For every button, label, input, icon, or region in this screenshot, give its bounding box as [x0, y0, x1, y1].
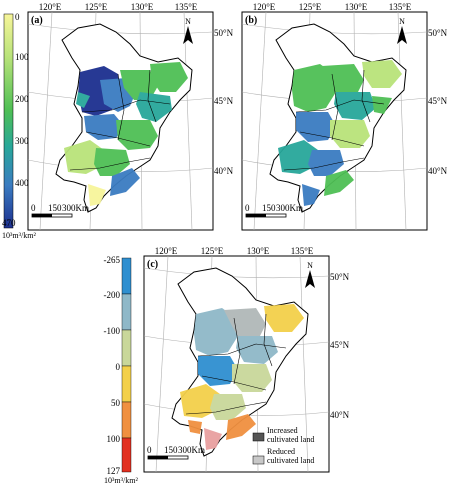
- svg-text:125°E: 125°E: [299, 2, 322, 12]
- svg-text:470: 470: [2, 218, 16, 228]
- svg-text:135°E: 135°E: [291, 246, 314, 256]
- svg-text:300Km: 300Km: [276, 203, 303, 213]
- legend-unit-a: 10³m³/km²: [2, 231, 36, 240]
- svg-text:Increased: Increased: [267, 426, 298, 435]
- boundaries-a: [69, 69, 171, 171]
- legend-ticks-c: -265 -200 -100 0 50 100 127: [104, 255, 121, 476]
- north-arrow-a: N: [183, 17, 193, 44]
- map-panel-b: N 0 150 300Km (b) 120°E 125°E 130°E 135°…: [236, 0, 474, 240]
- scale-bar-b: 0 150 300Km: [245, 203, 303, 218]
- svg-text:N: N: [185, 17, 191, 26]
- svg-text:127: 127: [107, 466, 121, 476]
- lon-tick-labels-c: 120°E 125°E 130°E 135°E: [155, 246, 314, 256]
- svg-text:50°N: 50°N: [214, 28, 234, 38]
- svg-text:100: 100: [107, 434, 121, 444]
- svg-text:N: N: [307, 261, 313, 270]
- north-arrow-c: N: [305, 261, 315, 288]
- svg-text:0: 0: [116, 362, 121, 372]
- svg-text:120°E: 120°E: [253, 2, 276, 12]
- scale-bar-a: 0 150 300Km: [31, 203, 89, 218]
- svg-text:300Km: 300Km: [62, 203, 89, 213]
- svg-text:40°N: 40°N: [214, 166, 234, 176]
- lon-tick-labels-a: 120°E 125°E 130°E 135°E: [39, 2, 198, 12]
- key-swatch-reduced: [252, 455, 265, 465]
- svg-text:0: 0: [31, 203, 36, 213]
- svg-text:200: 200: [15, 94, 29, 104]
- svg-text:45°N: 45°N: [214, 96, 234, 106]
- lon-tick-labels-b: 120°E 125°E 130°E 135°E: [253, 2, 412, 12]
- svg-text:400: 400: [15, 178, 29, 188]
- svg-text:300Km: 300Km: [178, 445, 205, 455]
- lat-tick-labels-b: 50°N 45°N 40°N: [428, 28, 448, 176]
- svg-text:0: 0: [147, 445, 152, 455]
- svg-text:300: 300: [15, 136, 29, 146]
- svg-text:cultivated land: cultivated land: [267, 456, 314, 465]
- svg-text:125°E: 125°E: [85, 2, 108, 12]
- svg-text:135°E: 135°E: [175, 2, 198, 12]
- svg-text:-100: -100: [104, 326, 121, 336]
- change-key-c: Increased cultivated land Reduced cultiv…: [252, 426, 314, 465]
- svg-text:130°E: 130°E: [131, 2, 154, 12]
- boundaries-b: [283, 69, 385, 171]
- svg-text:0: 0: [245, 203, 250, 213]
- lat-tick-labels-c: 50°N 45°N 40°N: [330, 272, 350, 420]
- svg-text:150: 150: [48, 203, 62, 213]
- svg-text:Reduced: Reduced: [267, 447, 295, 456]
- land-patches-a: [64, 62, 188, 206]
- north-arrow-b: N: [397, 17, 407, 44]
- land-patches-c: [180, 304, 304, 450]
- panel-label-a: (a): [31, 15, 43, 26]
- legend-colorbar-c: [121, 257, 132, 473]
- svg-text:130°E: 130°E: [345, 2, 368, 12]
- svg-text:150: 150: [262, 203, 276, 213]
- legend-unit-c: 10³m³/km²: [104, 476, 138, 484]
- svg-text:50°N: 50°N: [428, 28, 448, 38]
- legend-ticks-a: 0 100 200 300 400 470: [2, 12, 29, 228]
- map-svg-c: N 0 150 300Km (c) 120°E 125°E 130°E 135°…: [104, 246, 350, 485]
- map-svg-b: N 0 150 300Km (b) 120°E 125°E 130°E 135°…: [241, 2, 448, 231]
- svg-text:0: 0: [15, 12, 20, 22]
- svg-text:40°N: 40°N: [428, 166, 448, 176]
- lat-tick-labels-a: 50°N 45°N 40°N: [214, 28, 234, 176]
- svg-text:135°E: 135°E: [389, 2, 412, 12]
- svg-text:-200: -200: [104, 290, 121, 300]
- svg-text:N: N: [399, 17, 405, 26]
- legend-colorbar-a: [3, 13, 14, 229]
- panel-label-b: (b): [245, 15, 257, 26]
- svg-text:40°N: 40°N: [330, 410, 350, 420]
- svg-text:45°N: 45°N: [330, 340, 350, 350]
- svg-text:125°E: 125°E: [201, 246, 224, 256]
- key-swatch-increased: [252, 432, 265, 442]
- svg-text:130°E: 130°E: [247, 246, 270, 256]
- boundaries-c: [185, 313, 287, 415]
- svg-text:50: 50: [111, 398, 121, 408]
- svg-text:45°N: 45°N: [428, 96, 448, 106]
- svg-text:100: 100: [15, 52, 29, 62]
- land-patches-b: [278, 60, 402, 206]
- svg-text:150: 150: [164, 445, 178, 455]
- map-svg-a: N 0 150 300Km (a) 120°E 125°E 130°E 135°…: [2, 2, 234, 240]
- svg-text:120°E: 120°E: [39, 2, 62, 12]
- svg-text:50°N: 50°N: [330, 272, 350, 282]
- svg-text:120°E: 120°E: [155, 246, 178, 256]
- map-panel-a: N 0 150 300Km (a) 120°E 125°E 130°E 135°…: [0, 0, 236, 240]
- svg-text:cultivated land: cultivated land: [267, 435, 314, 444]
- svg-text:-265: -265: [104, 255, 121, 265]
- panel-label-c: (c): [147, 259, 158, 270]
- scale-bar-c: 0 150 300Km: [147, 445, 205, 460]
- map-panel-c: N 0 150 300Km (c) 120°E 125°E 130°E 135°…: [100, 244, 374, 485]
